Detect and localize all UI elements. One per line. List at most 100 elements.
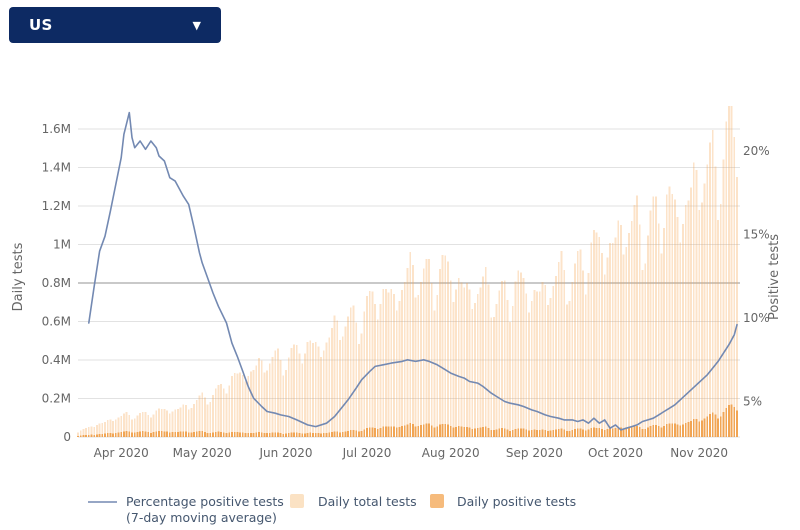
bar-total (665, 194, 668, 437)
bar-positive (412, 424, 414, 437)
bar-positive (125, 431, 128, 437)
bar-total (679, 242, 682, 437)
bar-positive (430, 425, 433, 437)
bar-positive (530, 430, 533, 437)
bar-total (363, 311, 366, 437)
bar-total (590, 242, 593, 437)
bar-total (244, 381, 247, 437)
bar-positive (409, 423, 412, 437)
bar-total (722, 159, 725, 437)
bar-total (622, 254, 625, 437)
bar-total (317, 346, 320, 437)
bar-positive (314, 432, 317, 437)
bar-total (384, 289, 387, 437)
bar-positive (576, 428, 579, 437)
bar-total (509, 321, 512, 437)
legend-item-positive[interactable]: Daily positive tests (430, 494, 576, 509)
bar-total (671, 194, 674, 437)
bar-total (452, 302, 455, 437)
bar-positive (652, 425, 655, 437)
bar-total (730, 105, 733, 438)
bar-total (414, 297, 417, 437)
legend-line-label-2: (7-day moving average) (126, 510, 277, 525)
bar-positive (687, 422, 690, 437)
bar-total (530, 301, 533, 437)
bar-total (547, 304, 549, 437)
bar-positive (239, 432, 241, 437)
bar-total (109, 419, 112, 437)
bar-total (341, 336, 344, 437)
bar-positive (482, 427, 485, 437)
bar-total (179, 407, 182, 437)
bar-total (684, 205, 687, 437)
bar-total (139, 413, 142, 437)
x-tick-label: Nov 2020 (670, 446, 728, 460)
bar-total (120, 415, 123, 437)
bar-total (501, 281, 503, 437)
bar-positive (544, 429, 547, 437)
bar-positive (665, 424, 668, 437)
bar-positive (330, 432, 333, 437)
bar-total (544, 285, 547, 437)
x-tick-label: Aug 2020 (422, 446, 480, 460)
bar-total (98, 423, 101, 437)
bar-total (287, 357, 290, 437)
bar-positive (549, 430, 552, 437)
bar-total (398, 301, 401, 437)
bar-total (77, 432, 79, 437)
bar-positive (139, 431, 142, 437)
bar-total (692, 162, 695, 437)
bar-total (349, 307, 352, 437)
bar-positive (406, 424, 409, 437)
bar-total (625, 247, 628, 437)
bar-total (344, 326, 347, 437)
bar-total (249, 371, 252, 437)
bar-positive (155, 431, 158, 437)
bar-total (725, 121, 728, 437)
bar-total (204, 397, 206, 437)
bar-positive (571, 430, 574, 437)
bar-positive (493, 429, 495, 437)
bar-positive (547, 430, 549, 437)
bar-total (406, 267, 409, 437)
bar-positive (201, 431, 204, 437)
bar-positive (657, 426, 660, 437)
bar-total (520, 272, 522, 437)
bar-positive (339, 432, 341, 437)
bar-positive (641, 429, 644, 437)
legend-item-total[interactable]: Daily total tests (290, 494, 417, 509)
bar-positive (144, 431, 147, 437)
bar-positive (123, 431, 125, 437)
country-dropdown[interactable]: US ▼ (9, 7, 221, 43)
bar-total (673, 199, 676, 437)
bar-positive (447, 424, 449, 437)
bar-positive (101, 433, 104, 437)
bar-positive (328, 432, 331, 437)
bar-positive (479, 427, 482, 437)
bar-total (447, 261, 449, 437)
x-tick-label: Jul 2020 (342, 446, 392, 460)
bar-positive (255, 432, 258, 437)
bar-total (303, 353, 306, 437)
bar-positive (258, 432, 260, 437)
bar-total (190, 408, 193, 437)
bar-total (360, 333, 363, 437)
bar-total (266, 370, 268, 437)
bar-total (522, 277, 525, 437)
bar-total (382, 288, 385, 437)
legend: Percentage positive tests (7-day moving … (88, 494, 576, 525)
bar-total (136, 415, 139, 437)
bar-positive (220, 431, 223, 437)
bar-positive (733, 406, 736, 437)
bar-positive (214, 431, 217, 437)
bar-total (528, 312, 530, 437)
bar-total (339, 339, 341, 437)
bar-total (538, 291, 541, 437)
bar-total (552, 285, 555, 437)
bar-positive (376, 429, 379, 437)
bar-positive (471, 428, 474, 437)
legend-item-percentage[interactable]: Percentage positive tests (7-day moving … (88, 494, 284, 525)
bar-positive (222, 432, 225, 437)
left-tick-label: 1.4M (42, 161, 71, 175)
bar-total (503, 280, 506, 437)
